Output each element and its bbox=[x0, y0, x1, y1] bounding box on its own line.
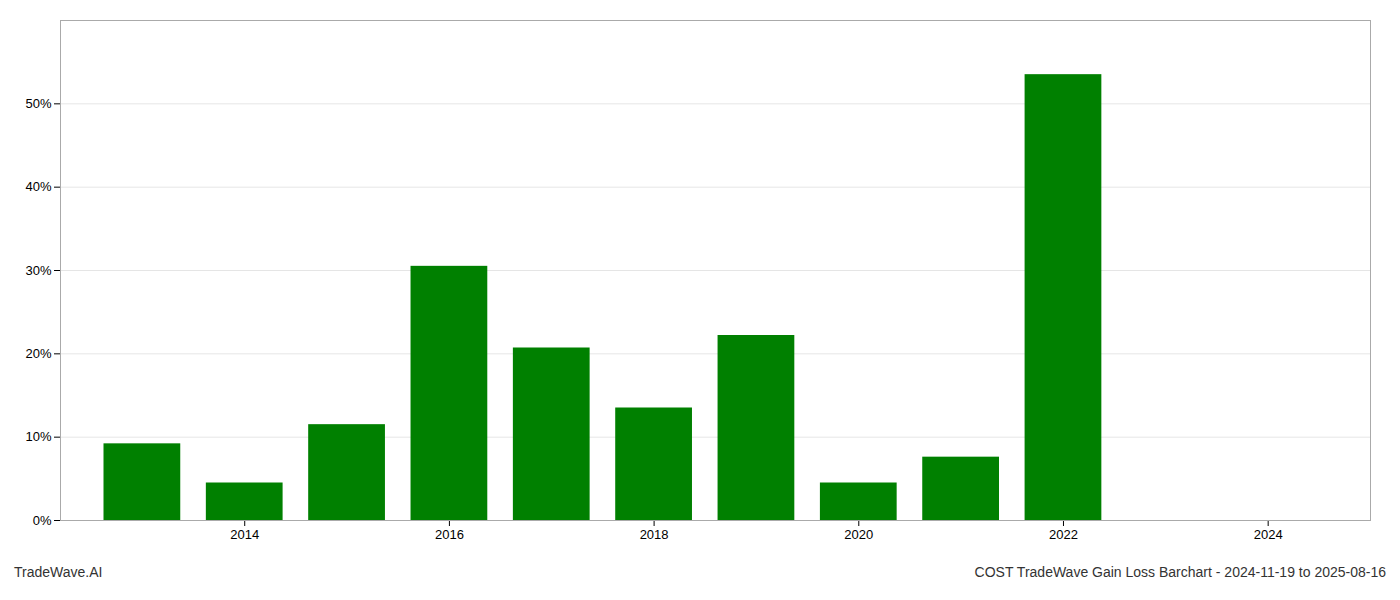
svg-text:2024: 2024 bbox=[1254, 527, 1283, 542]
svg-text:2018: 2018 bbox=[640, 527, 669, 542]
svg-text:2022: 2022 bbox=[1049, 527, 1078, 542]
svg-text:20%: 20% bbox=[25, 346, 51, 361]
html-text:TradeWave.AI: TradeWave.AI bbox=[14, 564, 103, 580]
svg-text:50%: 50% bbox=[25, 96, 51, 111]
svg-text:2020: 2020 bbox=[844, 527, 873, 542]
svg-text:2014: 2014 bbox=[230, 527, 259, 542]
svg-text:40%: 40% bbox=[25, 179, 51, 194]
svg-text:30%: 30% bbox=[25, 263, 51, 278]
svg-text:10%: 10% bbox=[25, 429, 51, 444]
svg-text:2016: 2016 bbox=[435, 527, 464, 542]
svg-text:0%: 0% bbox=[33, 513, 52, 528]
html-text:COST TradeWave Gain Loss Barch: COST TradeWave Gain Loss Barchart - 2024… bbox=[974, 564, 1386, 580]
